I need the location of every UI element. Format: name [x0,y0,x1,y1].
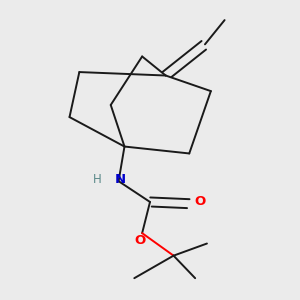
Text: O: O [135,234,146,247]
Text: H: H [93,173,101,186]
Text: N: N [115,173,126,186]
Text: O: O [195,196,206,208]
